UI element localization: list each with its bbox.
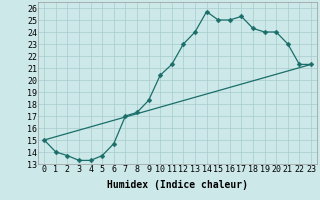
X-axis label: Humidex (Indice chaleur): Humidex (Indice chaleur) (107, 180, 248, 190)
